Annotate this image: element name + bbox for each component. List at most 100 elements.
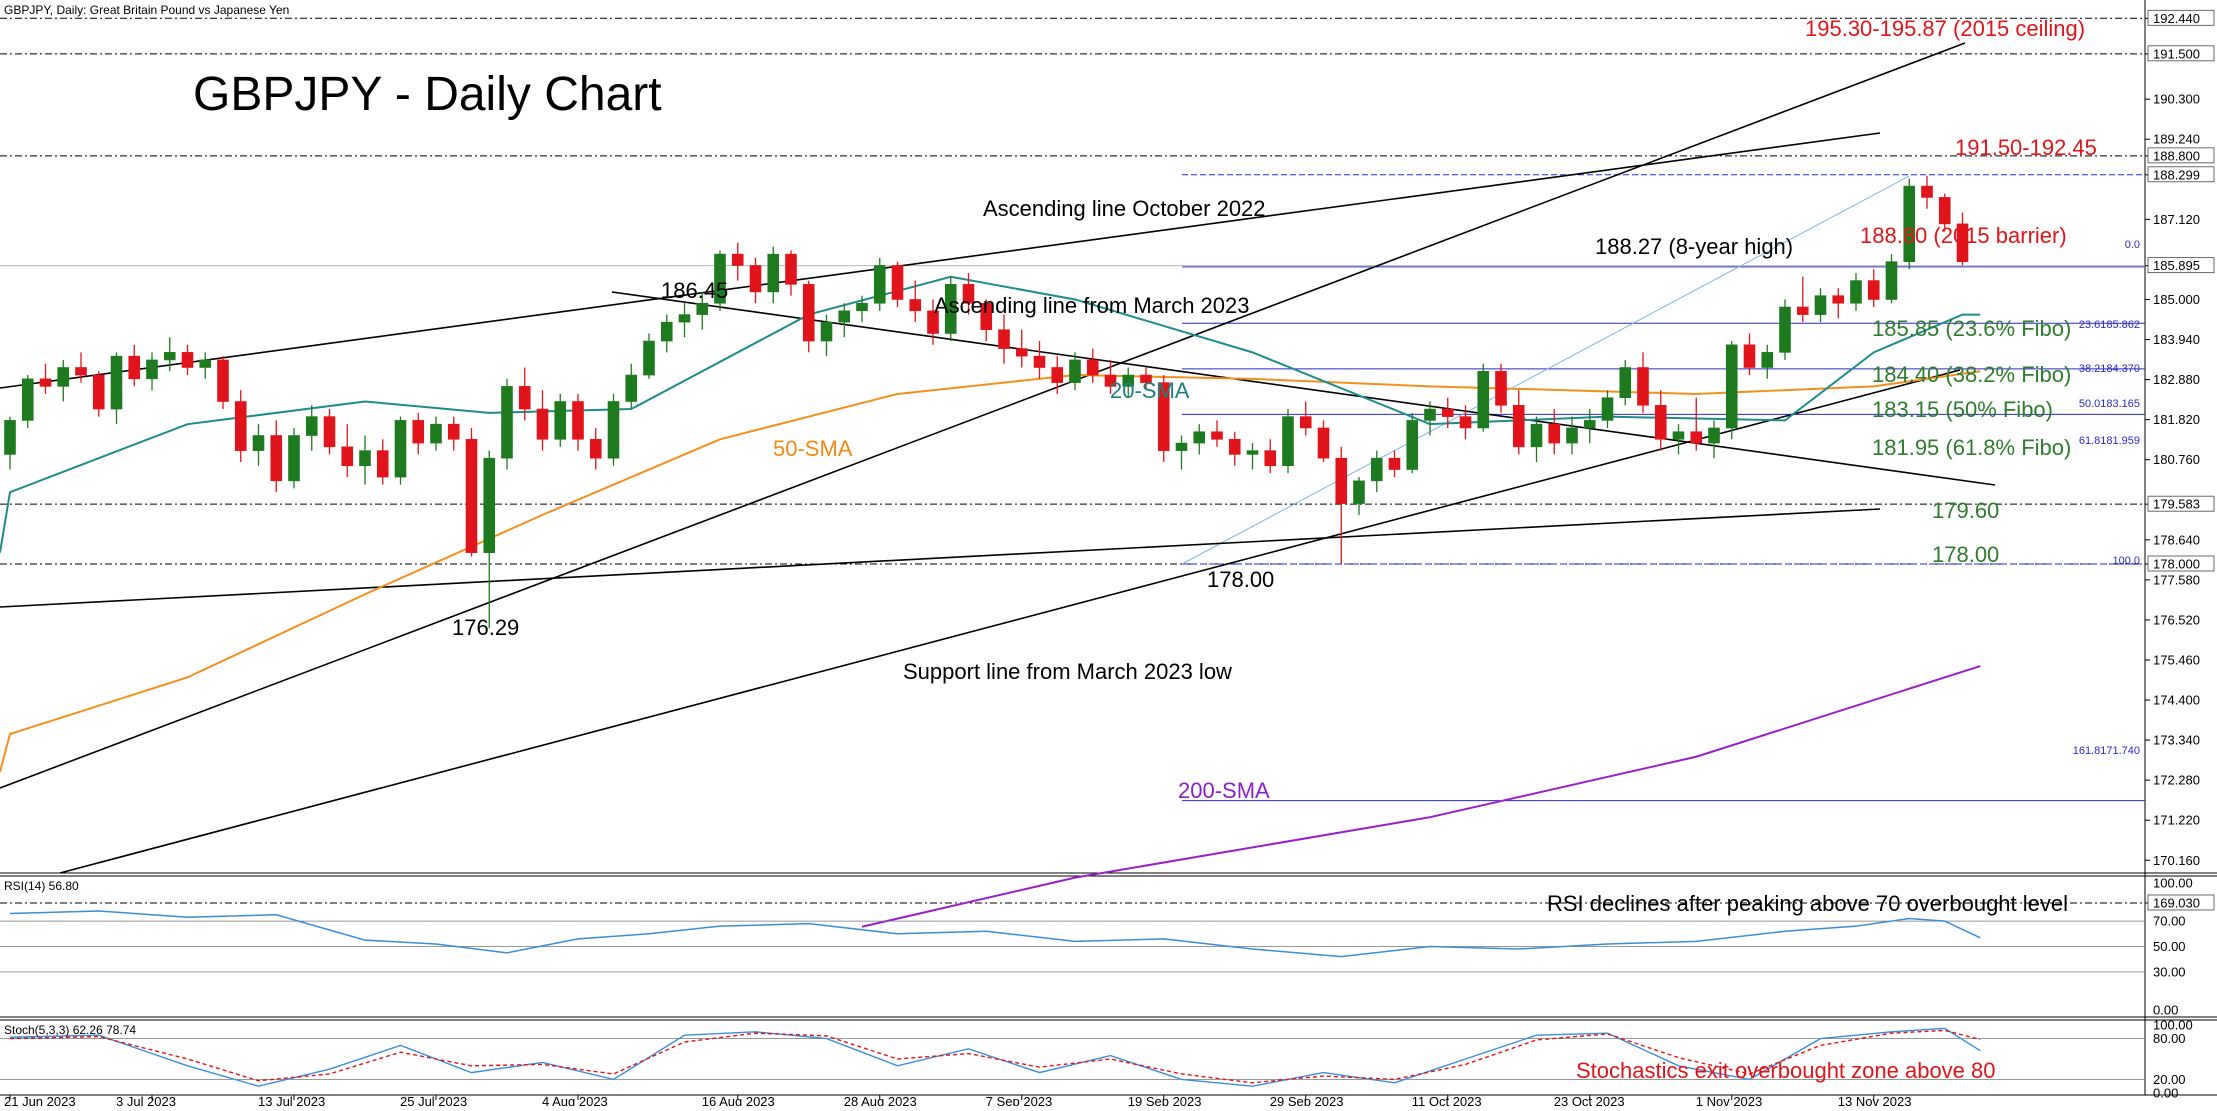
candle-body <box>1424 408 1436 421</box>
fibo-label-61-8: 61.8181.959 <box>2079 435 2140 447</box>
candle-body <box>625 374 638 402</box>
candle-body <box>288 435 300 482</box>
candle-body <box>1903 185 1916 262</box>
price-label-box <box>2147 147 2215 164</box>
rsi-axis-label: 70.00 <box>2153 914 2186 929</box>
candle-body <box>1530 423 1543 448</box>
trendlines <box>0 42 1996 874</box>
date-label: 13 Jul 2023 <box>258 1094 325 1106</box>
stoch-label: Stoch(5,3,3) 62.26 78.74 <box>4 1023 136 1037</box>
candle-body <box>1690 431 1703 444</box>
candle-body <box>607 401 620 459</box>
fibo-label-23-6: 23.6185.862 <box>2079 319 2140 331</box>
candle-body <box>1211 431 1223 440</box>
date-label: 16 Aug 2023 <box>702 1094 775 1106</box>
candle-body <box>1761 352 1774 368</box>
candle-body <box>75 367 87 376</box>
candle-body <box>678 314 691 323</box>
price-label-box <box>2147 555 2215 572</box>
price-label: 177.580 <box>2153 572 2200 587</box>
candle-body <box>128 355 141 380</box>
price-label: 174.400 <box>2153 693 2200 708</box>
candle-body <box>1122 374 1135 387</box>
annotation-ascending-line-mar-2023: Ascending line from March 2023 <box>934 293 1250 318</box>
price-label: 173.340 <box>2153 733 2200 748</box>
candle-body <box>1459 416 1472 429</box>
price-label: 171.220 <box>2153 813 2200 828</box>
candle-body <box>1672 431 1685 440</box>
stoch-d-line <box>9 1029 1981 1084</box>
candle-body <box>1725 344 1738 429</box>
candle-body <box>962 284 975 304</box>
candle-body <box>1601 397 1614 421</box>
candle-body <box>181 352 194 368</box>
annotation-rsi-note: RSI declines after peaking above 70 over… <box>1547 891 2068 916</box>
candle-body <box>110 355 123 410</box>
trendline <box>0 508 1881 608</box>
price-label: 181.820 <box>2153 412 2200 427</box>
price-label: 191.500 <box>2153 46 2200 61</box>
annotation-level-179-60: 179.60 <box>1932 498 1999 523</box>
candle-body <box>394 420 407 478</box>
candle-body <box>1512 404 1525 448</box>
price-label: 179.583 <box>2153 497 2200 512</box>
candle-body <box>1850 280 1862 304</box>
candle-body <box>1708 427 1720 444</box>
candle-body <box>1832 295 1845 304</box>
candle-body <box>696 302 709 315</box>
annotation-fibo-61-8: 181.95 (61.8% Fibo) <box>1872 435 2071 460</box>
chart-header: GBPJPY, Daily: Great Britain Pound vs Ja… <box>4 3 289 17</box>
date-label: 29 Sep 2023 <box>1270 1094 1344 1106</box>
candle-body <box>1140 374 1152 383</box>
annotation-2015-ceiling: 195.30-195.87 (2015 ceiling) <box>1805 16 2085 41</box>
candle-body <box>1779 306 1791 353</box>
candle-body <box>1051 367 1064 383</box>
candle-body <box>785 253 797 285</box>
candle-body <box>1548 423 1561 444</box>
fibonacci-levels <box>0 174 2145 802</box>
candle-body <box>359 450 371 467</box>
date-label: 7 Sep 2023 <box>986 1094 1053 1106</box>
candle-body <box>483 457 496 553</box>
price-label-box <box>2147 45 2215 62</box>
candle-body <box>57 367 70 387</box>
annotation-2015-barrier: 188.80 (2015 barrier) <box>1860 223 2067 248</box>
candle-body <box>1175 442 1188 451</box>
date-label: 25 Jul 2023 <box>400 1094 467 1106</box>
candle-body <box>1033 355 1046 368</box>
rsi-axis-label: 0.00 <box>2153 1003 2178 1018</box>
candle-body <box>1370 457 1383 482</box>
candle-body <box>643 340 655 376</box>
trendline <box>611 291 1996 486</box>
candle-body <box>146 359 158 380</box>
trendline <box>59 369 1961 874</box>
annotation-support-line-mar-2023: Support line from March 2023 low <box>903 659 1232 684</box>
candle-body <box>1495 370 1507 406</box>
candle-body <box>749 265 762 293</box>
date-label: 1 Nov 2023 <box>1696 1094 1763 1106</box>
price-label: 190.300 <box>2153 92 2200 107</box>
candle-body <box>1885 261 1898 300</box>
annotation-low-178-00: 178.00 <box>1207 567 1274 592</box>
candle-body <box>1104 374 1117 387</box>
candle-body <box>199 359 212 368</box>
candle-body <box>341 446 354 467</box>
candle-body <box>217 359 229 402</box>
price-label-box <box>2147 9 2215 26</box>
price-label-box <box>2147 257 2215 274</box>
candle-body <box>430 423 442 444</box>
candle-body <box>1619 367 1632 399</box>
candle-body <box>323 416 336 448</box>
candle-body <box>820 321 833 342</box>
candle-body <box>518 386 531 410</box>
candle-body <box>589 438 602 459</box>
sma-200-line <box>861 665 1981 928</box>
candle-body <box>1264 450 1277 467</box>
candle-body <box>1938 197 1951 225</box>
candle-body <box>1796 306 1809 315</box>
annotation-20-sma: 20-SMA <box>1110 378 1190 403</box>
candle-body <box>1583 420 1596 429</box>
price-label-box <box>2147 495 2215 512</box>
